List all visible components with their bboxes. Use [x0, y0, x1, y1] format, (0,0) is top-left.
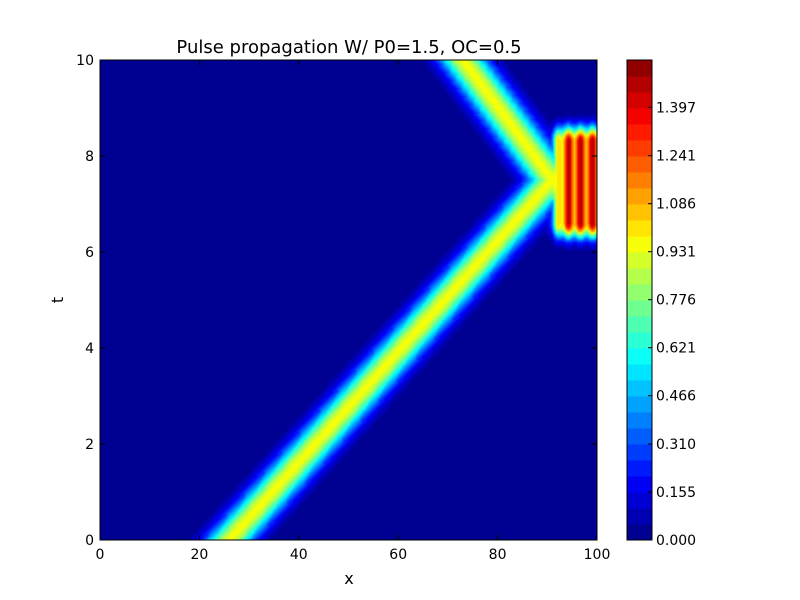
colorbar-tick-label: 0.931: [656, 245, 696, 261]
plot-frame: [99, 59, 598, 541]
colorbar-tick-label: 0.776: [656, 293, 696, 309]
colorbar-band: [627, 316, 652, 333]
colorbar-band: [627, 524, 652, 541]
colorbar-band: [627, 380, 652, 397]
colorbar-band: [627, 364, 652, 381]
y-tick-label: 6: [85, 245, 94, 261]
colorbar-band: [627, 444, 652, 461]
colorbar-band: [627, 300, 652, 317]
colorbar-band: [627, 108, 652, 125]
colorbar-band: [627, 140, 652, 157]
colorbar-tick-label: 0.621: [656, 341, 696, 357]
colorbar-band: [627, 284, 652, 301]
colorbar-band: [627, 204, 652, 221]
chart-title: Pulse propagation W/ P0=1.5, OC=0.5: [176, 37, 521, 58]
colorbar-tick-label: 0.466: [656, 389, 696, 405]
x-tick-label: 100: [584, 547, 611, 563]
y-tick-label: 10: [76, 53, 94, 69]
x-axis: 0 20 40 60 80 100: [96, 60, 611, 563]
colorbar-band: [627, 124, 652, 141]
heatmap-plot-area: [99, 59, 598, 541]
colorbar-band: [627, 508, 652, 525]
x-axis-label: x: [344, 569, 353, 588]
colorbar-tick-label: 1.241: [656, 149, 696, 165]
colorbar-tick-label: 1.086: [656, 197, 696, 213]
colorbar-band: [627, 428, 652, 445]
y-tick-label: 0: [85, 533, 94, 549]
x-tick-label: 40: [290, 547, 308, 563]
colorbar-band: [627, 476, 652, 493]
colorbar-tick-label: 1.397: [656, 100, 696, 116]
heatmap-image: [100, 60, 597, 540]
colorbar-band: [627, 396, 652, 413]
colorbar: [627, 60, 652, 541]
colorbar-band: [627, 332, 652, 349]
colorbar-tick-label: 0.155: [656, 485, 696, 501]
x-tick-label: 0: [96, 547, 105, 563]
colorbar-band: [627, 92, 652, 109]
colorbar-band: [627, 188, 652, 205]
colorbar-band: [627, 412, 652, 429]
colorbar-band: [627, 76, 652, 93]
y-axis: 0 2 4 6 8 10: [76, 53, 597, 549]
x-tick-label: 20: [190, 547, 208, 563]
y-tick-label: 2: [85, 437, 94, 453]
x-tick-label: 60: [389, 547, 407, 563]
y-tick-label: 4: [85, 341, 94, 357]
colorbar-band: [627, 236, 652, 253]
x-tick-label: 80: [489, 547, 507, 563]
colorbar-tick-label: 0.310: [656, 437, 696, 453]
colorbar-band: [627, 156, 652, 173]
colorbar-tick-label: 0.000: [656, 533, 696, 549]
colorbar-band: [627, 268, 652, 285]
colorbar-band: [627, 252, 652, 269]
colorbar-band: [627, 220, 652, 237]
colorbar-band: [627, 60, 652, 77]
colorbar-band: [627, 348, 652, 365]
colorbar-ticks: 0.000 0.155 0.310 0.466 0.621 0.776 0.931 1.086…: [648, 100, 696, 549]
y-axis-label: t: [48, 297, 67, 303]
colorbar-band: [627, 492, 652, 509]
colorbar-band: [627, 172, 652, 189]
y-tick-label: 8: [85, 149, 94, 165]
colorbar-band: [627, 460, 652, 477]
